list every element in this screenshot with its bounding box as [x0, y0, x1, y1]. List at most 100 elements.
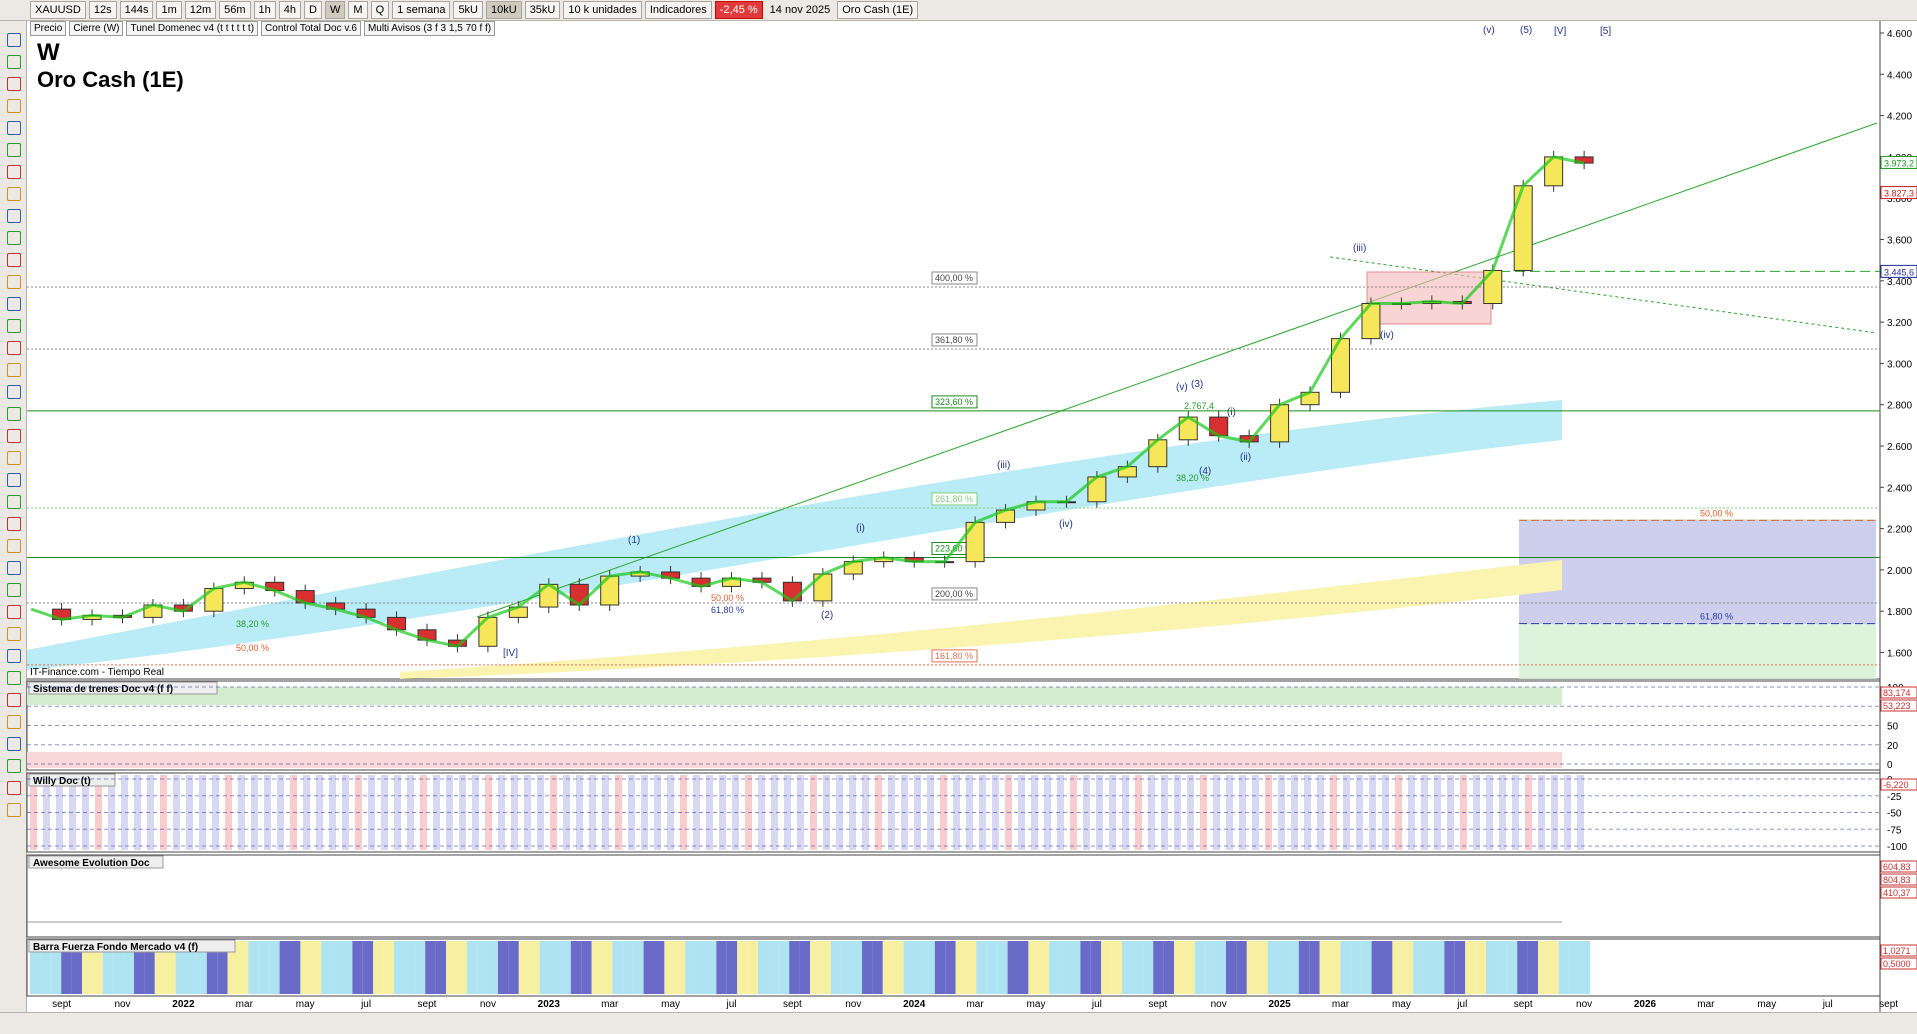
tool-icon[interactable]: [7, 341, 21, 355]
interval-button[interactable]: 56m: [219, 1, 251, 19]
tool-icon[interactable]: [7, 209, 21, 223]
tool-icon[interactable]: [7, 33, 21, 47]
bar-bg: [217, 941, 228, 994]
study-label[interactable]: Precio: [30, 21, 67, 36]
interval-button[interactable]: Q: [370, 1, 390, 19]
interval-button[interactable]: W: [325, 1, 346, 19]
bar-bg: [61, 941, 72, 994]
interval-button[interactable]: 1m: [156, 1, 182, 19]
interval-button[interactable]: 1h: [253, 1, 276, 19]
interval-button[interactable]: 4h: [278, 1, 302, 19]
bar-bg: [1413, 941, 1424, 994]
study-label[interactable]: Control Total Doc v.6: [261, 21, 361, 36]
tool-icon[interactable]: [7, 605, 21, 619]
bar-bg: [576, 775, 583, 850]
level-box: [931, 649, 978, 663]
period-select[interactable]: 1 semana: [392, 1, 451, 19]
bar-bg: [303, 775, 310, 850]
tool-icon[interactable]: [7, 693, 21, 707]
price-tag-label: 3.827,3: [1884, 189, 1914, 199]
month-label: jul: [1091, 999, 1102, 1010]
tool-icon[interactable]: [7, 363, 21, 377]
tool-icon[interactable]: [7, 253, 21, 267]
bar-bg: [1215, 941, 1226, 994]
tool-icon[interactable]: [7, 165, 21, 179]
symbol-select[interactable]: XAUUSD: [30, 1, 86, 19]
bar-bg: [1558, 941, 1570, 994]
study-label[interactable]: Tunel Domenec v4 (t t t t t t): [126, 21, 259, 36]
indicators-button[interactable]: Indicadores: [644, 1, 712, 19]
unit-button[interactable]: 5kU: [453, 1, 483, 19]
tool-icon[interactable]: [7, 143, 21, 157]
tool-icon[interactable]: [7, 451, 21, 465]
tool-icon[interactable]: [7, 231, 21, 245]
tool-icon[interactable]: [7, 715, 21, 729]
tool-icon[interactable]: [7, 627, 21, 641]
bar-bg: [674, 941, 686, 994]
fib: 2.767,4: [1184, 401, 1214, 411]
tool-icon[interactable]: [7, 671, 21, 685]
toolbar: XAUUSD 12s 144s 1m 12m 56m 1h 4h D W M Q 1 semana 5kU…: [0, 0, 1917, 21]
bar-bg: [862, 941, 873, 994]
bar-bg: [778, 941, 790, 994]
tool-icon[interactable]: [7, 275, 21, 289]
tool-icon[interactable]: [7, 99, 21, 113]
bar-bg: [1142, 941, 1154, 994]
unit-button[interactable]: 10kU: [486, 1, 522, 19]
tool-icon[interactable]: [7, 121, 21, 135]
level-label: 323,60 %: [935, 397, 973, 407]
tool-icon[interactable]: [7, 759, 21, 773]
bar-bg: [1148, 775, 1155, 850]
bar-bg: [1434, 941, 1445, 994]
tool-icon[interactable]: [7, 539, 21, 553]
tool-icon[interactable]: [7, 561, 21, 575]
month-label: mar: [966, 999, 984, 1010]
bar-bg: [1031, 775, 1038, 850]
interval-button[interactable]: 144s: [119, 1, 154, 19]
bar-bg: [487, 941, 498, 994]
bar-bg: [329, 775, 336, 850]
tool-icon[interactable]: [7, 55, 21, 69]
tool-icon[interactable]: [7, 429, 21, 443]
month-label: sept: [783, 999, 802, 1010]
tool-icon[interactable]: [7, 803, 21, 817]
tool-icon[interactable]: [7, 737, 21, 751]
tool-icon[interactable]: [7, 385, 21, 399]
bar-bg: [589, 775, 596, 850]
tool-icon[interactable]: [7, 297, 21, 311]
bar-bg: [1392, 941, 1403, 994]
interval-button[interactable]: D: [304, 1, 322, 19]
bar-bg: [498, 941, 509, 994]
tool-icon[interactable]: [7, 495, 21, 509]
wave: (ii): [1240, 452, 1251, 463]
bar-bg: [570, 941, 582, 994]
bar-bg: [903, 941, 914, 994]
tool-icon[interactable]: [7, 77, 21, 91]
bar-bg: [485, 775, 492, 850]
bar-bg: [206, 941, 218, 994]
tool-icon[interactable]: [7, 781, 21, 795]
bar-bg: [258, 941, 270, 994]
tool-icon[interactable]: [7, 187, 21, 201]
bar-bg: [1298, 941, 1310, 994]
interval-button[interactable]: 12s: [88, 1, 117, 19]
interval-button[interactable]: M: [348, 1, 368, 19]
tool-icon[interactable]: [7, 473, 21, 487]
bar-bg: [716, 941, 727, 994]
tool-icon[interactable]: [7, 517, 21, 531]
tool-icon[interactable]: [7, 407, 21, 421]
tool-icon[interactable]: [7, 583, 21, 597]
bar-bg: [394, 775, 401, 850]
study-label[interactable]: Multi Avisos (3 f 3 1,5 70 f f): [363, 21, 496, 36]
unit-button[interactable]: 35kU: [524, 1, 561, 19]
price-tag: [1880, 186, 1917, 200]
interval-button[interactable]: 12m: [184, 1, 217, 19]
tool-icon[interactable]: [7, 649, 21, 663]
unit-select[interactable]: 10 k unidades: [563, 1, 642, 19]
tool-icon[interactable]: [7, 319, 21, 333]
study-label[interactable]: Cierre (W): [69, 21, 124, 36]
bar-bg: [248, 941, 259, 994]
bar-bg: [914, 941, 925, 994]
month-label: nov: [114, 999, 130, 1010]
month-label: sept: [1879, 999, 1898, 1010]
